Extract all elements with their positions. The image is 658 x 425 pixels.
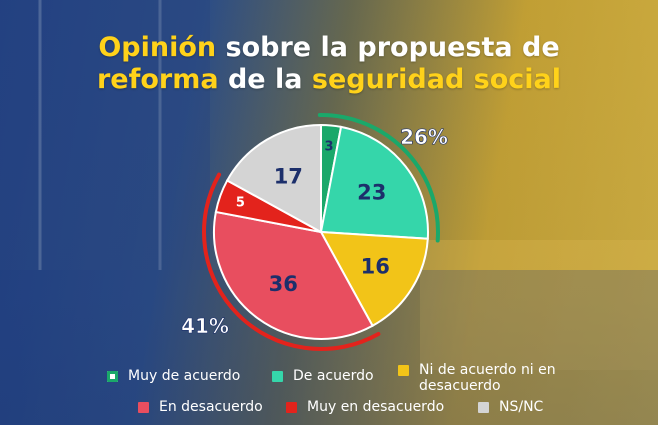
legend-item-4: En desacuerdo [138, 399, 278, 415]
legend-label: De acuerdo [293, 368, 374, 384]
legend-label: Ni de acuerdo ni en desacuerdo [419, 362, 556, 394]
legend-item-3: Ni de acuerdo ni en desacuerdo [398, 362, 628, 394]
title-text-1: sobre la propuesta de [216, 32, 560, 63]
pie-value-label-1: 3 [325, 139, 334, 154]
title-word-reforma: reforma [96, 64, 219, 95]
legend-item-5: Muy en desacuerdo [286, 399, 466, 415]
pie-slice-3 [319, 230, 429, 328]
group-arc-2 [202, 172, 381, 351]
legend-label: NS/NC [499, 399, 544, 415]
group-percentage-1: 26% [400, 125, 448, 149]
group-percentage-2: 41% [181, 314, 229, 338]
legend-swatch [138, 402, 149, 413]
legend-item-6: NS/NC [478, 399, 568, 415]
legend-swatch [478, 402, 489, 413]
legend-swatch [272, 371, 283, 382]
pie-slice-2 [319, 125, 429, 240]
legend-item-2: De acuerdo [272, 368, 392, 384]
legend-label: Muy de acuerdo [128, 368, 241, 384]
pie-value-label-5: 5 [236, 196, 245, 211]
legend-label: En desacuerdo [159, 399, 263, 415]
pie-value-label-6: 17 [274, 165, 303, 189]
title-text-2: de la [218, 64, 312, 95]
pie-value-label-4: 36 [269, 272, 298, 296]
title-word-seguridad-social: seguridad social [311, 64, 562, 95]
legend-swatch [398, 365, 409, 376]
pie-slice-6 [225, 123, 322, 234]
pie-slice-4 [213, 210, 374, 340]
pie-value-label-2: 23 [357, 181, 386, 205]
pie-value-label-3: 16 [361, 254, 390, 278]
title-word-opinion: Opinión [98, 32, 217, 63]
legend-swatch [107, 371, 118, 382]
legend-swatch [286, 402, 297, 413]
chart-title: Opinión sobre la propuesta de reforma de… [0, 32, 658, 96]
legend-label: Muy en desacuerdo [307, 399, 445, 415]
group-arc-1 [317, 113, 440, 243]
legend-item-1: Muy de acuerdo [107, 368, 257, 384]
